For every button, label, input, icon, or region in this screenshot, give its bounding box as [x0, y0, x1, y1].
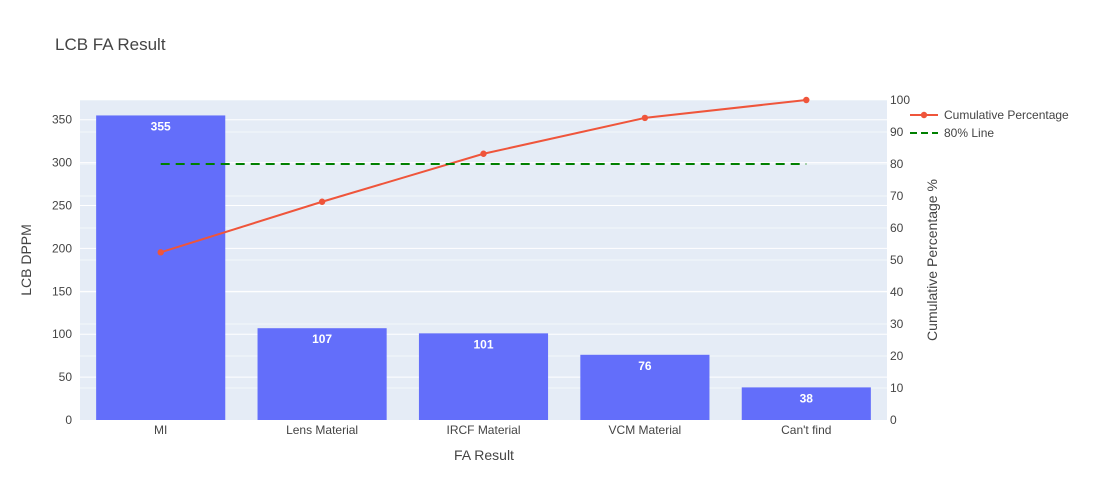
y2-tick-label: 70 [890, 189, 904, 203]
y2-axis-title: Cumulative Percentage % [924, 179, 940, 341]
x-tick-label: VCM Material [609, 423, 682, 437]
y2-tick-label: 20 [890, 349, 904, 363]
cumulative-point[interactable] [157, 249, 164, 256]
x-tick-label: IRCF Material [446, 423, 520, 437]
y-tick-label: 250 [52, 199, 72, 213]
y2-tick-label: 10 [890, 381, 904, 395]
y-tick-label: 150 [52, 284, 72, 298]
x-tick-label: MI [154, 423, 167, 437]
cumulative-point[interactable] [803, 96, 810, 104]
y2-tick-label: 40 [890, 285, 904, 299]
x-axis-tick-labels: MI Lens Material IRCF Material VCM Material… [154, 423, 831, 437]
y-tick-label: 100 [52, 327, 72, 341]
y2-tick-label: 60 [890, 221, 904, 235]
bar[interactable] [741, 387, 871, 420]
y2-axis-tick-labels: 0 10 20 30 40 50 60 70 80 90 100 [890, 93, 910, 427]
bar-value-label: 38 [800, 391, 814, 405]
y-axis-title: LCB DPPM [18, 224, 34, 296]
y2-tick-label: 100 [890, 93, 910, 107]
y2-tick-label: 80 [890, 157, 904, 171]
legend-label: 80% Line [944, 126, 994, 140]
y-tick-label: 350 [52, 113, 72, 127]
bar-value-label: 101 [473, 337, 493, 351]
bar-value-label: 355 [151, 119, 171, 133]
bar-value-label: 76 [638, 359, 652, 373]
bar-value-label: 107 [312, 332, 332, 346]
x-tick-label: Can't find [781, 423, 831, 437]
legend-marker [920, 111, 928, 119]
bar[interactable] [418, 333, 549, 420]
legend[interactable]: Cumulative Percentage 80% Line [910, 108, 1069, 140]
y2-tick-label: 50 [890, 253, 904, 267]
cumulative-point[interactable] [318, 198, 326, 205]
y-tick-label: 300 [52, 156, 72, 170]
bar-value-labels: 355 107 101 76 38 [151, 119, 814, 405]
legend-item[interactable]: Cumulative Percentage [910, 108, 1069, 122]
bar[interactable] [580, 354, 710, 420]
y-tick-label: 200 [52, 241, 72, 255]
chart-title: LCB FA Result [55, 35, 166, 54]
legend-label: Cumulative Percentage [944, 108, 1069, 122]
cumulative-point[interactable] [480, 150, 487, 157]
bar[interactable] [257, 328, 387, 420]
y-tick-label: 50 [59, 370, 73, 384]
y2-tick-label: 90 [890, 125, 904, 139]
cumulative-point[interactable] [641, 114, 649, 122]
y-tick-label: 0 [65, 413, 72, 427]
bar[interactable] [96, 115, 226, 421]
y2-tick-label: 30 [890, 317, 904, 331]
bar-series [96, 115, 871, 421]
y-axis-tick-labels: 0 50 100 150 200 250 300 350 [52, 113, 72, 427]
y2-tick-label: 0 [890, 413, 897, 427]
x-axis-title: FA Result [454, 447, 514, 463]
x-tick-label: Lens Material [286, 423, 358, 437]
line-series [157, 96, 810, 256]
legend-item[interactable]: 80% Line [910, 126, 994, 140]
